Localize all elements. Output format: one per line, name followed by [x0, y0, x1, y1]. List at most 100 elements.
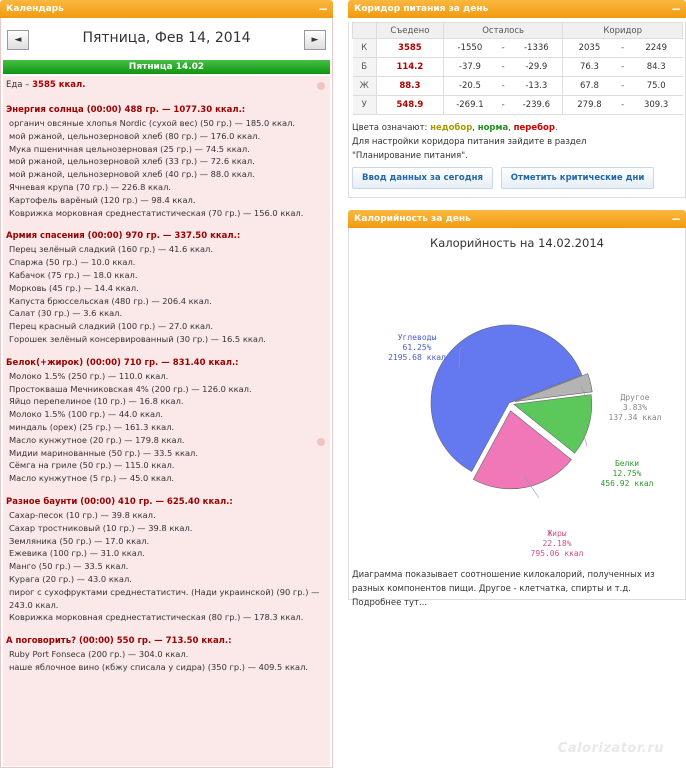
dash: - — [615, 95, 630, 115]
left-from: -269.1 — [443, 95, 496, 115]
col-corridor: Коридор — [562, 22, 683, 39]
meal-item: пирог с сухофруктами среднестатистич. (Н… — [9, 586, 320, 597]
meal-item: Ежевика (100 гр.) — 31.0 ккал. — [9, 548, 145, 559]
corridor-from: 279.8 — [562, 95, 616, 115]
corridor-to: 309.3 — [629, 95, 683, 115]
meal-item: наше яблочное вино (кбжу списала у сидра… — [9, 661, 309, 672]
meal-item: мой ржаной, цельнозерновой хлеб (80 гр.)… — [9, 130, 261, 141]
eaten-value: 548.9 — [376, 95, 444, 115]
corridor-to: 2249 — [629, 38, 683, 58]
pin-icon[interactable] — [317, 438, 325, 446]
calendar-panel: Календарь − ◄ Пятница, Фев 14, 2014 ► Пя… — [0, 0, 333, 768]
meal-group: Энергия солнца (00:00) 488 гр. — 1077.30… — [6, 104, 327, 219]
meal-item: Коврижка морковная среднестатистическая … — [9, 207, 304, 218]
left-from: -1550 — [443, 38, 496, 58]
left-from: -20.5 — [443, 76, 496, 96]
dash: - — [495, 76, 511, 96]
calories-header-title: Калорийность за день — [354, 214, 471, 224]
meal-item: Ruby Port Fonseca (200 гр.) — 304.0 ккал… — [9, 649, 189, 660]
calendar-header: Календарь − — [0, 0, 333, 18]
next-day-button[interactable]: ► — [304, 30, 326, 50]
col-left: Осталось — [442, 22, 564, 39]
food-total-label: Еда – — [6, 80, 30, 90]
meal-item: Сахар тростниковый (10 гр.) — 39.8 ккал. — [9, 522, 193, 533]
legend-norm: норма — [477, 123, 509, 133]
meal-item: органич овсяные хлопья Nordic (сухой вес… — [9, 118, 296, 128]
meal-title[interactable]: Разное баунти (00:00) 410 гр. — 625.40 к… — [6, 496, 233, 507]
corridor-minimize-button[interactable]: − — [670, 2, 681, 16]
legend-comma: , — [508, 123, 511, 133]
food-list: Еда – 3585 ккал. Энергия солнца (00:00) … — [3, 76, 330, 766]
left-to: -13.3 — [510, 76, 563, 96]
corridor-to: 75.0 — [629, 76, 683, 96]
eaten-value: 3585 — [376, 38, 444, 58]
dash: - — [615, 57, 630, 77]
meal-item: Масло кунжутное (5 гр.) — 45.0 ккал. — [9, 473, 175, 484]
dash: - — [615, 76, 630, 96]
watermark: Calorizator.ru — [557, 741, 664, 756]
pin-icon[interactable] — [317, 82, 325, 90]
hint-line-1: Для настройки коридора питания зайдите в… — [352, 137, 587, 147]
meal-item: Курага (20 гр.) — 43.0 ккал. — [9, 573, 132, 584]
enter-today-button[interactable]: Ввод данных за сегодня — [352, 167, 493, 189]
pie-leader-line-0 — [458, 347, 461, 369]
pie-label-name: Углеводы — [398, 333, 437, 342]
pie-slice-3 — [514, 373, 593, 402]
meal-item: Салат (30 гр.) — 3.6 ккал. — [9, 308, 123, 319]
meal-item: Кабачок (75 гр.) — 18.0 ккал. — [9, 269, 138, 280]
row-label: У — [352, 95, 377, 115]
meal-item: Спаржа (50 гр.) — 10.0 ккал. — [9, 257, 136, 268]
row-label: Ж — [352, 76, 377, 96]
meal-title[interactable]: А поговорить? (00:00) 550 гр. — 713.50 к… — [6, 636, 232, 647]
corridor-row: Ж 88.3 -20.5- -13.3 67.8-75.0 — [352, 76, 683, 96]
pie-leader-line-3 — [580, 384, 590, 407]
meal-item: Коврижка морковная среднестатистическая … — [9, 612, 304, 623]
pie-label-percent: 12.75% — [613, 469, 642, 478]
calories-minimize-button[interactable]: − — [670, 212, 681, 226]
meal-title[interactable]: Армия спасения (00:00) 970 гр. — 337.50 … — [6, 231, 241, 242]
corridor-table: Съедено Осталось Коридор К 3585 -1550- -133… — [352, 22, 683, 115]
meal-group: Армия спасения (00:00) 970 гр. — 337.50 … — [6, 230, 327, 345]
color-legend: Цвета означают: недобор, норма, перебор.… — [349, 119, 685, 163]
legend-prefix: Цвета означают: — [352, 123, 428, 133]
corridor-row: Б 114.2 -37.9- -29.9 76.3-84.3 — [352, 57, 683, 77]
corner-cell — [352, 22, 377, 39]
meals-list: Энергия солнца (00:00) 488 гр. — 1077.30… — [6, 104, 327, 674]
left-to: -239.6 — [510, 95, 563, 115]
pie-label-percent: 22.18% — [543, 539, 572, 548]
prev-day-button[interactable]: ◄ — [7, 30, 29, 50]
meal-item: Сёмга на гриле (50 гр.) — 115.0 ккал. — [9, 460, 175, 471]
meal-item: Молоко 1.5% (250 гр.) — 110.0 ккал. — [9, 370, 169, 381]
pie-leader-line-1 — [523, 475, 540, 499]
food-total: Еда – 3585 ккал. — [6, 80, 327, 90]
meal-item: миндаль (орех) (25 гр.) — 161.3 ккал. — [9, 421, 175, 432]
corridor-header: Коридор питания за день − — [348, 0, 686, 18]
day-bar[interactable]: Пятница 14.02 — [3, 60, 330, 74]
corridor-header-title: Коридор питания за день — [354, 4, 489, 14]
food-total-value: 3585 ккал. — [32, 80, 86, 90]
more-link[interactable]: Подробнее тут... — [352, 598, 428, 608]
pie-slice-0 — [430, 324, 583, 472]
dash: - — [495, 38, 511, 58]
corridor-from: 76.3 — [562, 57, 616, 77]
pie-label-value: 137.34 ккал — [609, 413, 662, 422]
meal-item: Манго (50 гр.) — 33.5 ккал. — [9, 561, 129, 572]
eaten-value: 114.2 — [376, 57, 444, 77]
left-to: -29.9 — [510, 57, 563, 77]
corridor-from: 67.8 — [562, 76, 616, 96]
mark-critical-days-button[interactable]: Отметить критические дни — [500, 167, 655, 189]
dash: - — [615, 38, 630, 58]
meal-title[interactable]: Белок(+жирок) (00:00) 710 гр. — 831.40 к… — [6, 357, 239, 368]
meal-item: Мидии маринованные (50 гр.) — 33.5 ккал. — [9, 447, 198, 458]
pie-label-percent: 3.83% — [623, 403, 647, 412]
meal-title[interactable]: Энергия солнца (00:00) 488 гр. — 1077.30… — [6, 105, 246, 115]
pie-label-value: 456.92 ккал — [601, 479, 654, 488]
day-navigation: ◄ Пятница, Фев 14, 2014 ► — [1, 18, 332, 60]
meal-item: мой ржаной, цельнозерновой хлеб (40 гр.)… — [9, 169, 255, 180]
corridor-to: 84.3 — [629, 57, 683, 77]
meal-item: Морковь (45 гр.) — 14.4 ккал. — [9, 282, 139, 293]
pie-label-name: Белки — [615, 459, 639, 468]
calendar-minimize-button[interactable]: − — [317, 2, 328, 16]
left-from: -37.9 — [443, 57, 496, 77]
